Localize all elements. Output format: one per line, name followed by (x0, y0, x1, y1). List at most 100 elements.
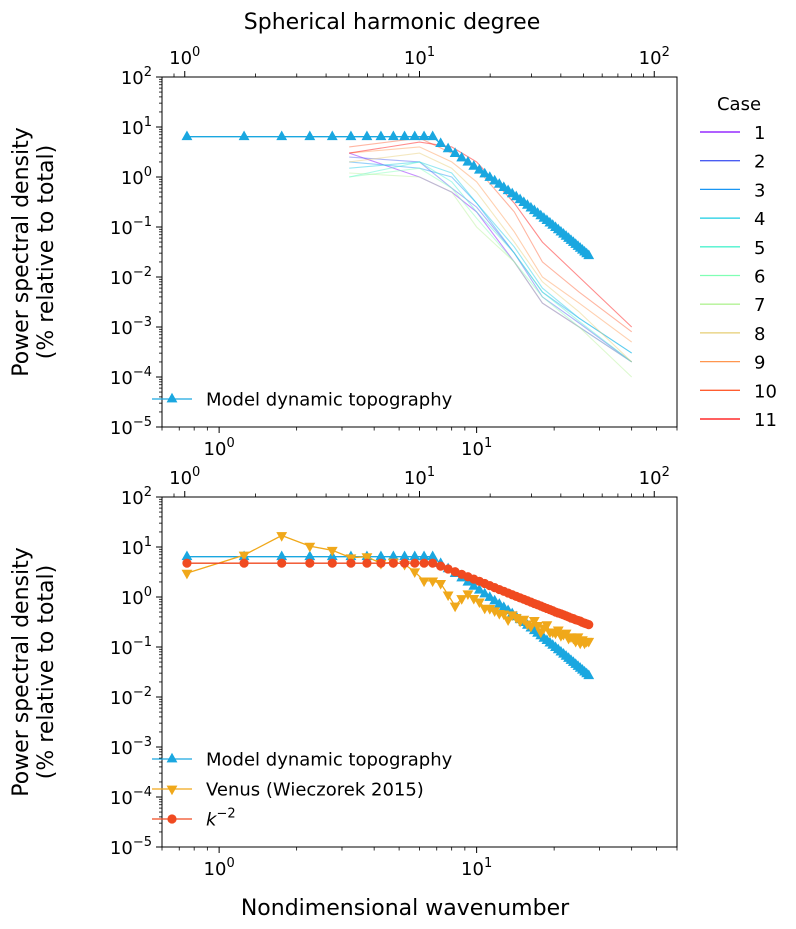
case-legend-label: 8 (754, 324, 765, 345)
top-ylabel: Power spectral density (% relative to to… (9, 127, 59, 377)
data-point (387, 130, 399, 141)
data-point (442, 591, 454, 602)
data-point (304, 542, 316, 553)
y-tick-label: 101 (121, 535, 152, 559)
bottom-axis-label: Nondimensional wavenumber (241, 896, 570, 921)
data-point (410, 558, 420, 568)
data-point (181, 550, 193, 561)
x-tick-label: 101 (461, 436, 492, 460)
top-panel: 10−5 10−4 10−3 10−2 10−1 100 101 102 100 101 100 10… (110, 45, 678, 460)
case-legend-label: 11 (754, 410, 777, 431)
legend-marker (167, 814, 177, 824)
series-circle (182, 558, 594, 630)
data-point (462, 156, 474, 166)
data-point (498, 610, 510, 621)
y-tick-label: 102 (121, 485, 152, 509)
case-legend-label: 10 (754, 381, 777, 402)
case-legend-label: 4 (754, 209, 765, 230)
legend-marker (166, 752, 178, 763)
data-point (305, 558, 315, 568)
data-point (387, 550, 399, 561)
case-4-line (349, 161, 633, 354)
data-point (479, 587, 491, 598)
legend-title: Case (717, 94, 761, 115)
case-legend-label: 5 (754, 238, 765, 259)
data-point (388, 558, 398, 568)
case-legend: Case 1 2 3 4 5 6 7 8 9 10 11 (700, 94, 777, 431)
data-point (502, 616, 514, 627)
data-point (427, 130, 439, 141)
data-point (238, 551, 250, 562)
plot-frame (161, 76, 678, 428)
data-point (427, 577, 439, 588)
top-x-tick-label: 102 (639, 45, 670, 69)
data-point (484, 171, 496, 181)
data-point (361, 553, 373, 563)
y-tick-label: 100 (121, 165, 152, 189)
y-tick-label: 10−5 (110, 835, 152, 859)
data-point (436, 561, 446, 571)
data-point (479, 167, 491, 178)
data-point (418, 577, 430, 588)
case-legend-label: 9 (754, 353, 765, 374)
case-7-line (349, 172, 633, 378)
data-point (277, 558, 287, 568)
data-point (541, 621, 553, 631)
legend-marker (166, 392, 178, 403)
series-legend: Model dynamic topography (152, 390, 453, 411)
y-tick-label: 10−2 (110, 685, 152, 709)
data-point (409, 550, 421, 561)
data-point (375, 550, 387, 561)
data-point (181, 130, 193, 141)
data-point (427, 550, 439, 561)
y-tick-label: 10−1 (110, 215, 152, 239)
legend-label: Venus (Wieczorek 2015) (206, 780, 424, 801)
y-tick-label: 10−2 (110, 265, 152, 289)
data-point (584, 620, 594, 630)
data-point (428, 558, 438, 568)
case-5-line (349, 161, 633, 363)
legend-label: Model dynamic topography (206, 750, 453, 771)
data-point (375, 130, 387, 141)
data-point (473, 583, 485, 594)
case-8-line (349, 152, 633, 363)
top-x-tick-label: 101 (404, 465, 435, 489)
case-legend-label: 3 (754, 180, 765, 201)
data-point (238, 130, 250, 141)
x-tick-label: 101 (461, 856, 492, 880)
data-point (276, 550, 288, 561)
data-point (518, 615, 530, 626)
legend-marker (166, 785, 178, 796)
series-line (187, 562, 589, 626)
bottom-ylabel: Power spectral density (% relative to to… (9, 547, 59, 797)
data-point (468, 580, 480, 590)
data-point (528, 617, 540, 627)
data-point (276, 532, 288, 542)
y-tick-label: 10−4 (110, 785, 152, 809)
data-point (304, 130, 316, 141)
x-tick-label: 100 (204, 856, 235, 880)
data-point (449, 602, 461, 613)
data-point (399, 130, 410, 141)
data-point (583, 637, 595, 648)
y-tick-label: 10−1 (110, 635, 152, 659)
legend-label: k−2 (206, 807, 236, 831)
data-point (418, 130, 430, 141)
y-tick-label: 10−4 (110, 365, 152, 389)
data-point (327, 558, 337, 568)
case-9-line (349, 146, 633, 343)
y-tick-label: 100 (121, 585, 152, 609)
y-tick-label: 10−5 (110, 415, 152, 439)
x-tick-label: 100 (204, 436, 235, 460)
data-point (583, 249, 595, 260)
data-point (182, 558, 192, 568)
top-x-tick-label: 100 (169, 45, 200, 69)
ylabel-line2: (% relative to total) (34, 145, 59, 359)
data-point (399, 550, 410, 561)
case-10-line (349, 137, 633, 333)
data-point (489, 174, 501, 185)
data-point (443, 564, 453, 574)
data-point (304, 550, 316, 561)
data-point (583, 669, 595, 680)
